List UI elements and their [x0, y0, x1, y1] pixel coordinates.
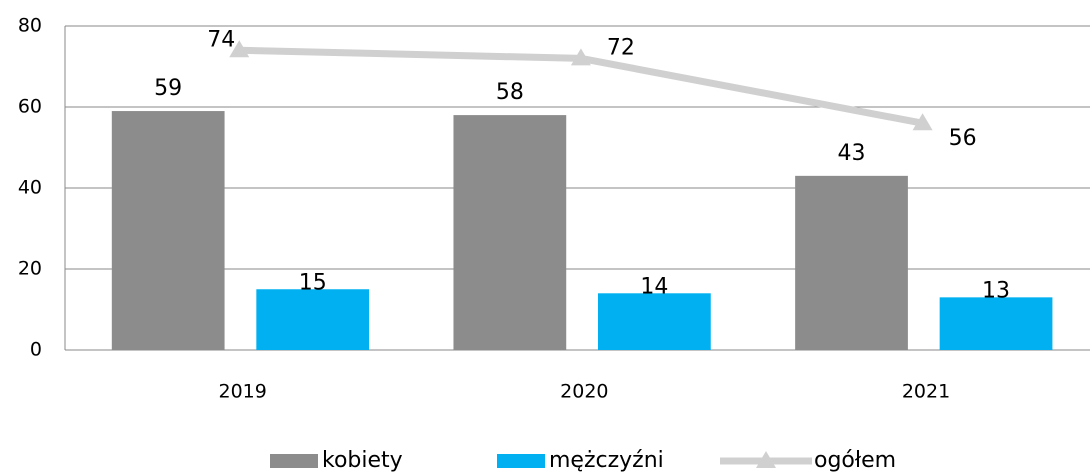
- line-marker: [912, 113, 933, 131]
- data-label: 14: [640, 274, 668, 299]
- x-tick-label: 2019: [218, 381, 266, 403]
- data-label: 56: [949, 126, 977, 151]
- y-tick-label: 40: [18, 177, 42, 199]
- y-tick-label: 80: [18, 15, 42, 37]
- data-label: 72: [607, 35, 635, 60]
- data-label: 58: [496, 80, 524, 105]
- bar: [598, 293, 711, 350]
- data-label: 59: [154, 76, 182, 101]
- line-marker: [229, 40, 250, 58]
- data-label: 15: [299, 270, 327, 295]
- y-tick-label: 60: [18, 96, 42, 118]
- bar: [795, 175, 908, 350]
- line-marker: [570, 48, 591, 66]
- y-tick-label: 20: [18, 258, 42, 280]
- x-tick-label: 2021: [902, 381, 950, 403]
- legend-label: mężczyźni: [549, 448, 664, 472]
- bar: [256, 289, 370, 350]
- y-tick-label: 0: [30, 339, 42, 361]
- bar: [939, 297, 1053, 350]
- data-label: 43: [838, 141, 866, 166]
- legend-label: ogółem: [814, 448, 896, 472]
- x-tick-label: 2020: [560, 381, 608, 403]
- bar: [453, 115, 567, 350]
- data-label: 74: [207, 27, 235, 52]
- legend-marker: [756, 451, 776, 468]
- legend-swatch: [497, 454, 545, 468]
- legend-swatch: [270, 454, 318, 468]
- bar: [111, 111, 225, 350]
- data-label: 13: [982, 278, 1010, 303]
- legend-label: kobiety: [322, 448, 403, 472]
